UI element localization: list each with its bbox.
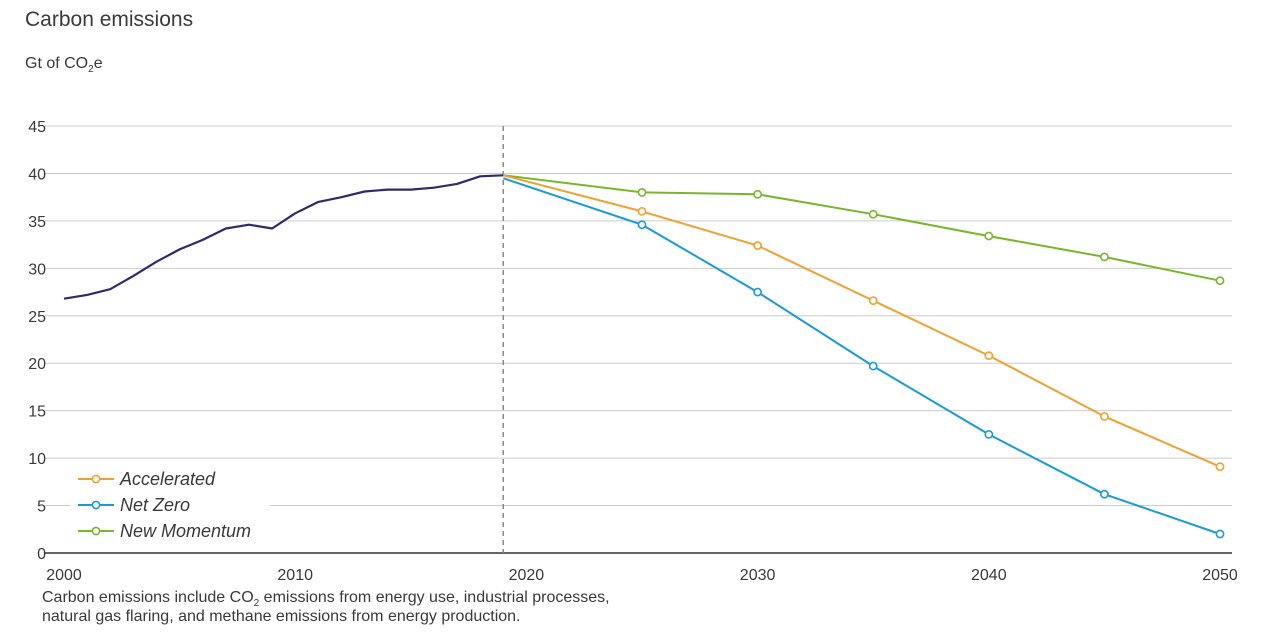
point-accelerated-2050	[1215, 462, 1225, 472]
x-tick-label-2020: 2020	[509, 567, 545, 584]
footnote-line2: natural gas flaring, and methane emissio…	[42, 608, 521, 625]
unit-subscript: 2	[88, 64, 94, 75]
point-net-zero-2025	[637, 220, 647, 230]
legend-label-new-momentum: New Momentum	[120, 521, 251, 541]
y-tick-label-45: 45	[28, 119, 46, 136]
point-new-momentum-2040	[984, 231, 994, 241]
legend-marker-net-zero	[91, 500, 101, 510]
point-accelerated-2045	[1100, 411, 1109, 421]
y-tick-label-15: 15	[28, 404, 46, 421]
y-tick-label-0: 0	[37, 546, 46, 563]
footnote-line1-a: Carbon emissions include CO	[42, 589, 254, 606]
unit-prefix: Gt of CO	[25, 55, 89, 72]
y-tick-label-40: 40	[28, 166, 46, 183]
y-tick-label-20: 20	[28, 356, 46, 373]
series-line-new-momentum	[503, 174, 1221, 282]
point-net-zero-2040	[984, 429, 994, 439]
y-tick-label-30: 30	[28, 261, 46, 278]
point-accelerated-2035	[868, 296, 878, 305]
series-line-net-zero	[502, 177, 1221, 535]
point-net-zero-2045	[1100, 489, 1109, 499]
emissions-chart: 0 5 10 15 20 25 30 35 40 45 2000 2010 2020 2030 2040 20…	[28, 119, 1238, 584]
point-new-momentum-2035	[868, 209, 878, 219]
x-tick-label-2010: 2010	[277, 567, 313, 584]
point-new-momentum-2045	[1100, 252, 1109, 262]
point-accelerated-2040	[984, 351, 994, 361]
x-tick-label-2000: 2000	[46, 567, 82, 584]
legend-label-accelerated: Accelerated	[119, 469, 216, 489]
footnote-subscript: 2	[253, 598, 260, 609]
point-new-momentum-2030	[753, 189, 762, 199]
point-accelerated-2030	[753, 241, 762, 250]
x-tick-label-2040: 2040	[971, 567, 1007, 584]
y-tick-label-5: 5	[37, 499, 46, 516]
point-net-zero-2035	[868, 361, 878, 371]
point-accelerated-2025	[637, 206, 647, 216]
point-net-zero-2050	[1215, 529, 1225, 539]
point-new-momentum-2050	[1215, 276, 1225, 286]
y-tick-label-25: 25	[28, 309, 46, 326]
y-tick-label-35: 35	[28, 214, 46, 231]
legend-marker-accelerated	[91, 474, 101, 484]
unit-label: Gt of CO2e	[25, 55, 103, 75]
point-net-zero-2030	[753, 287, 762, 297]
x-tick-label-2030: 2030	[740, 567, 776, 584]
series-line-accelerated	[503, 174, 1221, 468]
footnote: Carbon emissions include CO2 emissions f…	[42, 588, 610, 626]
unit-suffix: e	[93, 55, 103, 72]
legend-label-net-zero: Net Zero	[120, 495, 190, 515]
chart-title: Carbon emissions	[25, 8, 194, 31]
point-new-momentum-2025	[637, 188, 647, 197]
footnote-line1-b: emissions from energy use, industrial pr…	[259, 589, 610, 606]
y-tick-label-10: 10	[28, 451, 46, 468]
x-tick-label-2050: 2050	[1202, 567, 1238, 584]
series-line-historical	[63, 174, 504, 300]
legend-marker-new-momentum	[91, 526, 101, 536]
